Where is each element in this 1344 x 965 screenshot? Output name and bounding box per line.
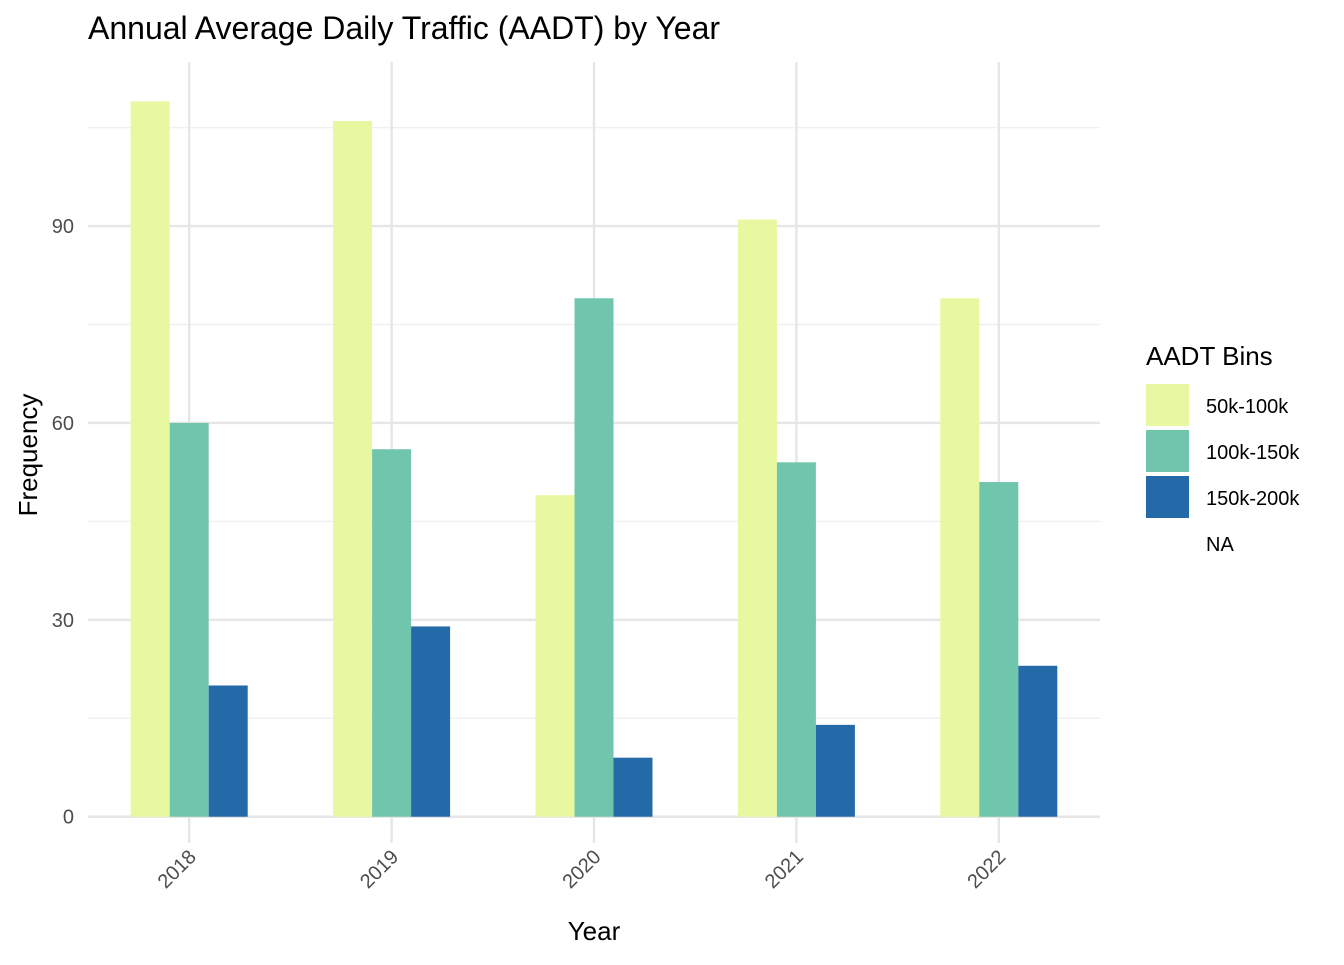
legend-label: NA	[1206, 534, 1234, 556]
bar-2020-150k-200k	[613, 757, 653, 817]
bar-2020-100k-150k	[574, 298, 614, 817]
y-tick-label: 30	[52, 610, 74, 632]
legend-key-100k-150k	[1146, 430, 1189, 472]
legend-key-150k-200k	[1146, 476, 1189, 518]
bar-2018-150k-200k	[208, 685, 248, 817]
bar-2022-50k-100k	[940, 298, 980, 817]
legend-label: 150k-200k	[1206, 488, 1300, 510]
x-tick-label: 2022	[963, 846, 1010, 893]
x-axis-ticks: 2018 2019 2020 2021 2022	[154, 846, 1011, 893]
x-tick-label: 2018	[154, 846, 201, 893]
legend: AADT Bins 50k-100k 100k-150k 150k-200k NA	[1146, 341, 1300, 556]
bars	[130, 101, 1058, 817]
bar-2018-100k-150k	[169, 422, 209, 817]
bar-2019-50k-100k	[333, 121, 373, 817]
y-axis-title: Frequency	[13, 394, 43, 517]
y-tick-label: 60	[52, 413, 74, 435]
x-tick-label: 2019	[356, 846, 403, 893]
y-tick-label: 0	[63, 807, 74, 829]
legend-label: 50k-100k	[1206, 396, 1289, 418]
legend-key-50k-100k	[1146, 384, 1189, 426]
bar-2019-150k-200k	[411, 626, 451, 817]
bar-2021-150k-200k	[815, 724, 855, 817]
bar-2021-50k-100k	[737, 219, 777, 817]
x-axis-title: Year	[568, 916, 621, 946]
y-axis-ticks: 0 30 60 90	[52, 216, 74, 829]
bar-2021-100k-150k	[776, 462, 816, 817]
x-tick-label: 2020	[559, 846, 606, 893]
bar-2022-100k-150k	[979, 482, 1019, 817]
x-tick-label: 2021	[761, 846, 808, 893]
bar-2019-100k-150k	[372, 449, 412, 817]
legend-title: AADT Bins	[1146, 341, 1273, 371]
bar-2018-50k-100k	[130, 101, 170, 817]
chart-title: Annual Average Daily Traffic (AADT) by Y…	[88, 10, 720, 46]
bar-2022-150k-200k	[1018, 665, 1058, 817]
bar-2020-50k-100k	[535, 495, 575, 817]
y-tick-label: 90	[52, 216, 74, 238]
legend-label: 100k-150k	[1206, 442, 1300, 464]
